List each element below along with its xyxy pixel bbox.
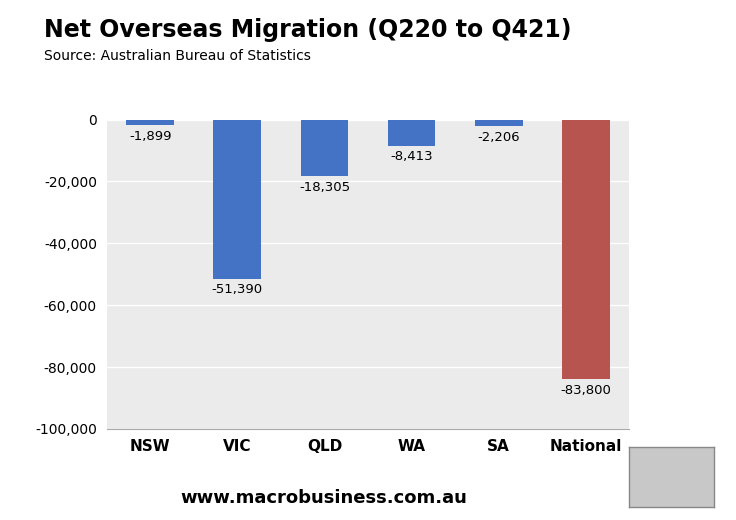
Bar — [127, 120, 174, 125]
Bar — [213, 120, 261, 279]
Text: Net Overseas Migration (Q220 to Q421): Net Overseas Migration (Q220 to Q421) — [44, 18, 572, 42]
Text: -51,390: -51,390 — [212, 283, 263, 296]
Bar — [388, 120, 436, 146]
Text: -18,305: -18,305 — [299, 181, 350, 194]
Text: Source: Australian Bureau of Statistics: Source: Australian Bureau of Statistics — [44, 49, 311, 63]
Text: -83,800: -83,800 — [560, 384, 611, 397]
Bar — [300, 120, 348, 176]
Text: MACRO: MACRO — [610, 27, 696, 47]
Text: BUSINESS: BUSINESS — [611, 57, 696, 72]
Text: -8,413: -8,413 — [390, 150, 433, 163]
Text: -1,899: -1,899 — [129, 130, 171, 143]
Bar — [562, 120, 609, 379]
Bar — [475, 120, 523, 126]
Text: -2,206: -2,206 — [478, 131, 520, 144]
Text: www.macrobusiness.com.au: www.macrobusiness.com.au — [180, 489, 467, 507]
